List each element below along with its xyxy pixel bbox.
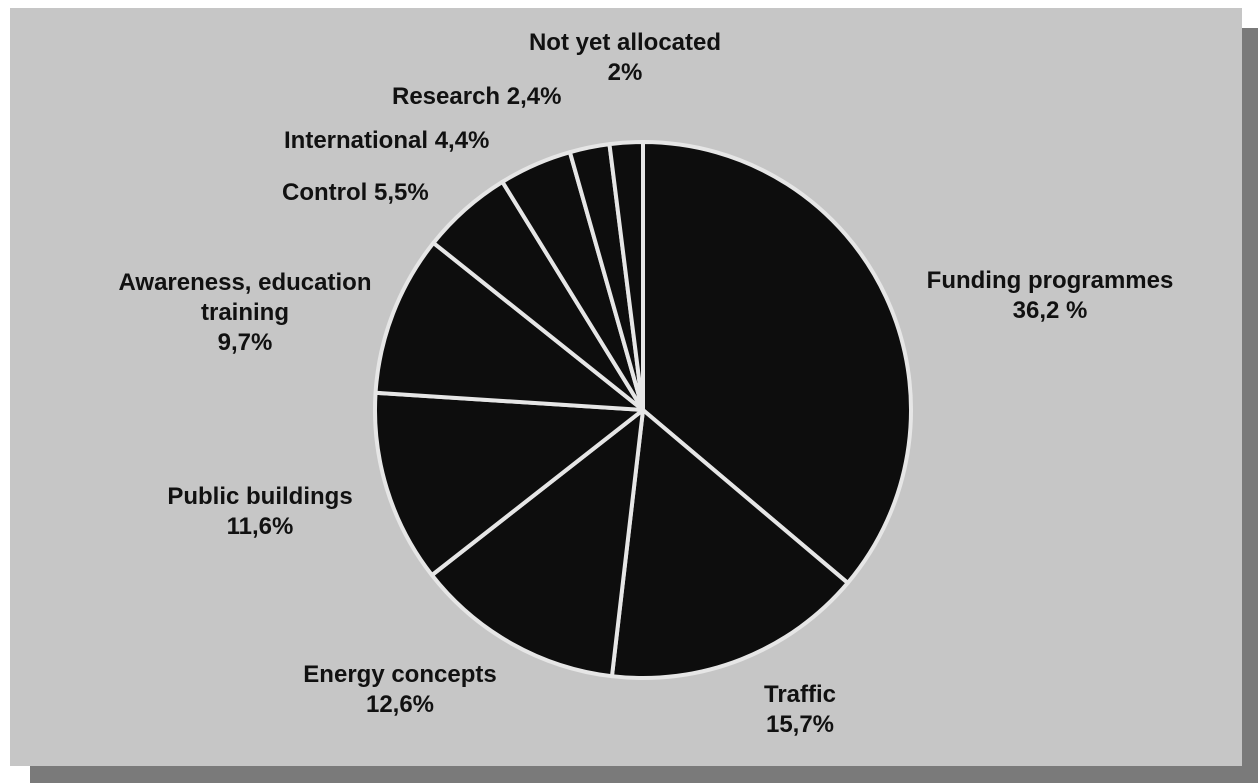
slice-value-international: 4,4% [434, 127, 490, 154]
slice-value-not-yet-allocated: 2% [607, 59, 643, 86]
slice-label-public-buildings: Public buildings [167, 483, 353, 510]
slice-value-awareness: 9,7% [217, 329, 273, 356]
slice-label-research: Research [392, 83, 501, 110]
slice-value-control: 5,5% [373, 179, 429, 206]
slice-value-research: 2,4% [506, 83, 562, 110]
slice-label-energy-concepts: Energy concepts [303, 661, 497, 688]
label-energy-concepts: Energy concepts 12,6% [260, 660, 540, 720]
pie-slice-energy-concepts [429, 408, 645, 679]
pie-slice-public-buildings [373, 390, 645, 578]
slice-value-energy-concepts: 12,6% [365, 691, 435, 718]
slice-label-funding-programmes: Funding programmes [926, 267, 1174, 294]
slice-label-awareness: Awareness, education training [118, 269, 372, 326]
label-awareness: Awareness, education training 9,7% [90, 268, 400, 358]
slice-value-funding-programmes: 36,2 % [1012, 297, 1088, 324]
pie-slice-not-yet-allocated [607, 140, 645, 412]
label-international: International 4,4% [284, 126, 489, 156]
label-control: Control 5,5% [282, 178, 429, 208]
label-traffic: Traffic 15,7% [720, 680, 880, 740]
slice-value-public-buildings: 11,6% [226, 513, 294, 540]
pie-slice-awareness-education-training [373, 240, 645, 412]
label-public-buildings: Public buildings 11,6% [110, 482, 410, 542]
label-funding-programmes: Funding programmes 36,2 % [880, 266, 1220, 326]
slice-label-international: International [284, 127, 429, 154]
slice-label-traffic: Traffic [763, 681, 837, 708]
label-not-yet-allocated: Not yet allocated 2% [490, 28, 760, 88]
label-research: Research 2,4% [392, 82, 561, 112]
pie-slice-funding-programmes [641, 140, 914, 585]
slice-label-not-yet-allocated: Not yet allocated [528, 29, 722, 56]
slice-label-control: Control [282, 179, 368, 206]
pie-slice-traffic [609, 408, 850, 680]
slice-value-traffic: 15,7% [765, 711, 835, 738]
